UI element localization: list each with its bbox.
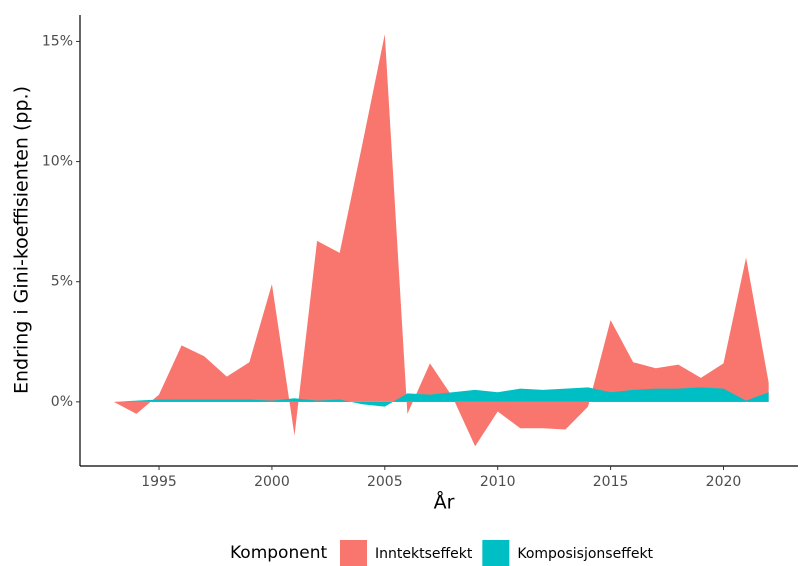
area [113, 387, 769, 407]
legend-swatch [340, 540, 367, 566]
y-axis-label: Endring i Gini-koeffisienten (pp.) [11, 86, 33, 394]
area [113, 34, 769, 447]
x-tick-label: 2020 [706, 474, 742, 490]
x-tick-label: 2015 [593, 474, 629, 490]
legend-label: Komposisjonseffekt [517, 546, 653, 562]
y-tick-label: 10% [42, 154, 73, 170]
y-tick-label: 15% [42, 33, 73, 49]
legend-label: Inntektseffekt [375, 546, 473, 562]
legend-swatch [482, 540, 510, 566]
y-tick-label: 0% [51, 394, 73, 410]
y-tick-label: 5% [51, 274, 73, 290]
x-tick-label: 2005 [367, 474, 403, 490]
x-tick-label: 2010 [480, 474, 516, 490]
x-tick-label: 1995 [141, 474, 177, 490]
x-tick-label: 2000 [254, 474, 290, 490]
legend-title: Komponent [230, 543, 327, 563]
x-axis-label: År [434, 491, 455, 514]
